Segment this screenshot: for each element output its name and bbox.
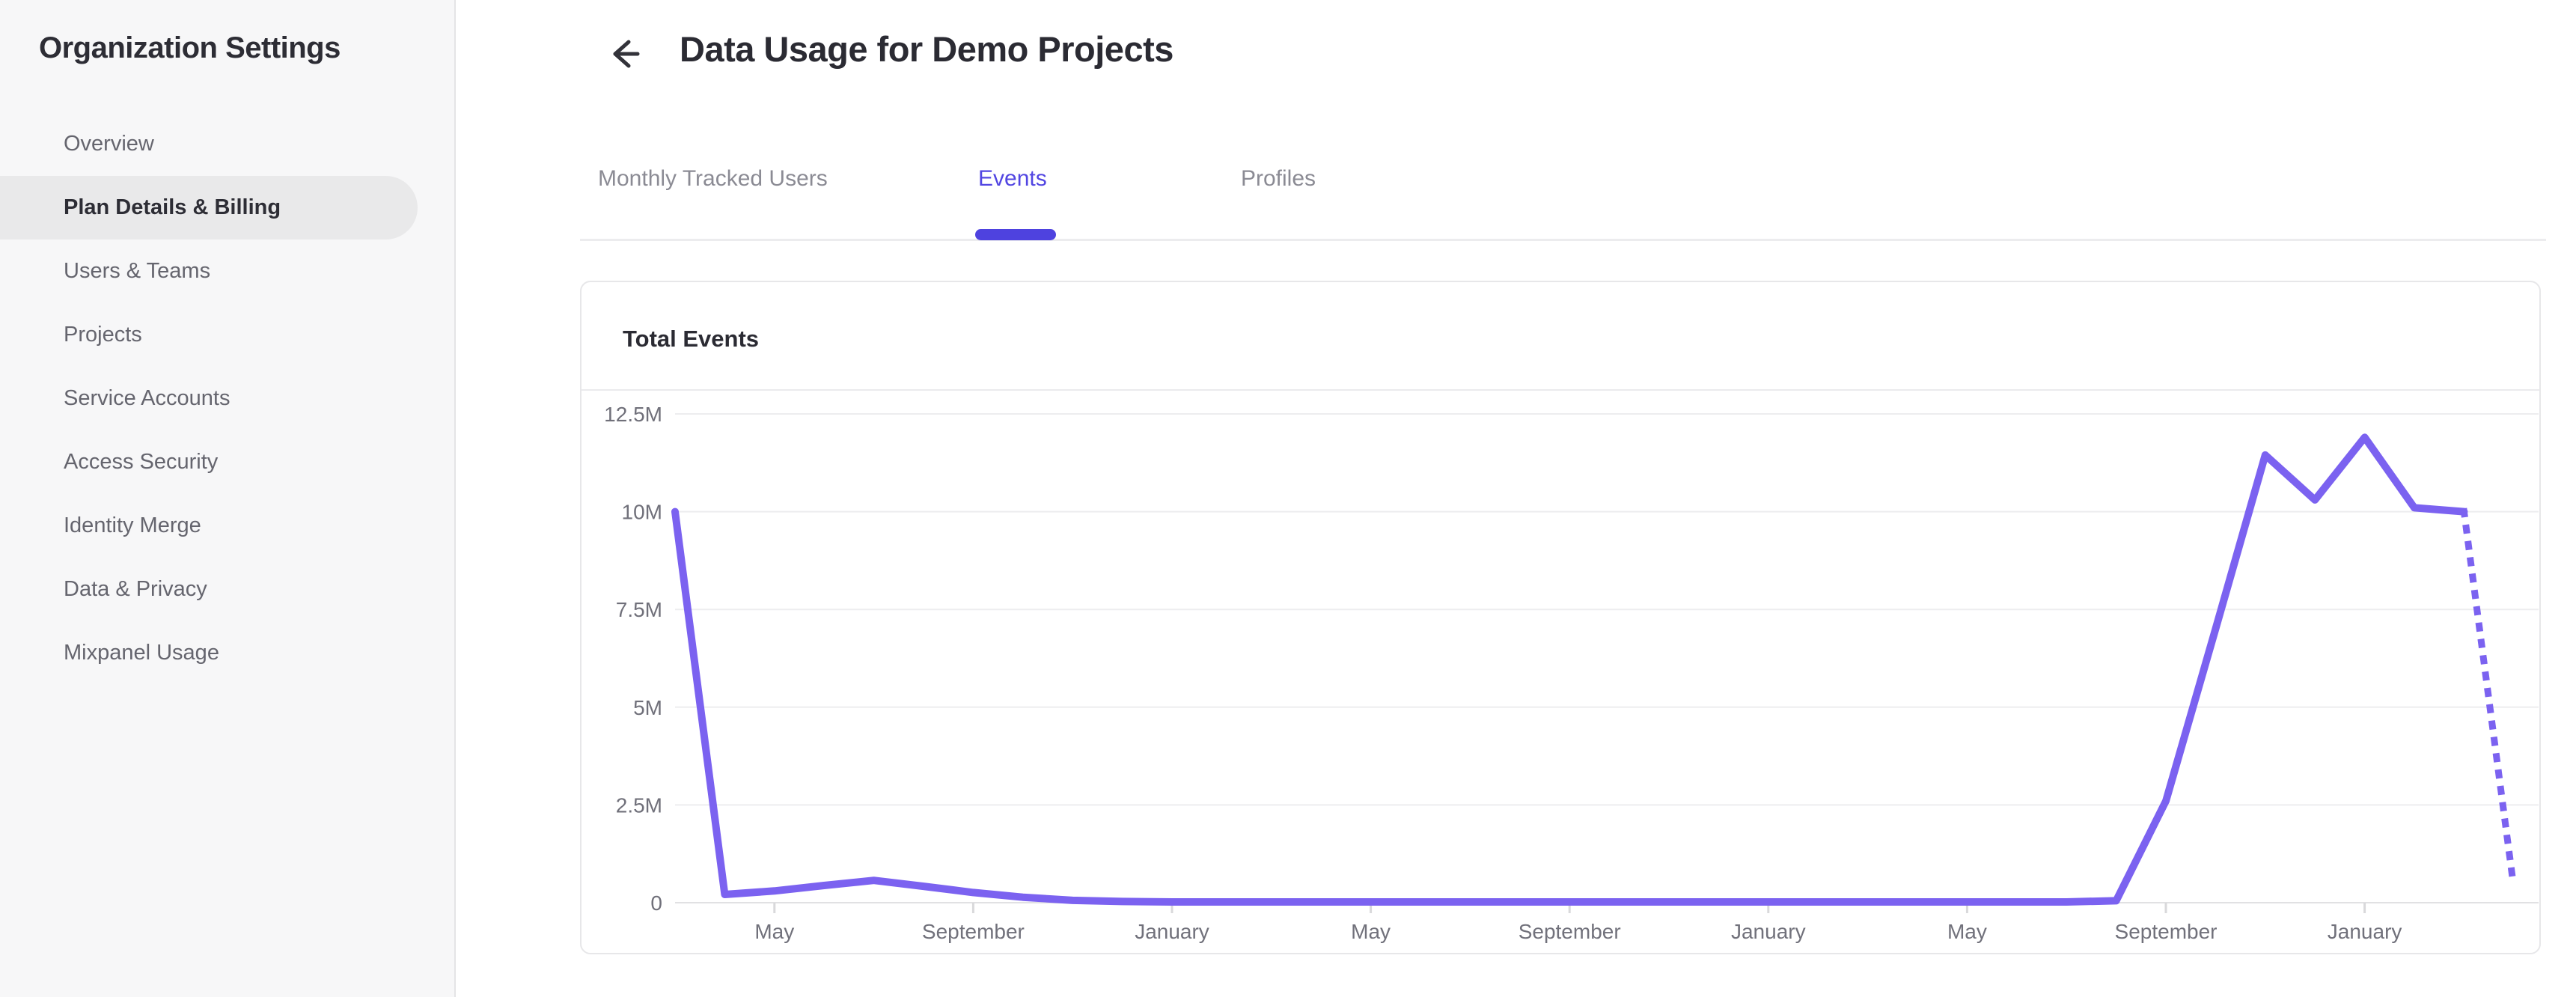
- sidebar-item-projects[interactable]: Projects: [0, 303, 418, 367]
- sidebar-item-label: Plan Details & Billing: [64, 195, 281, 219]
- x-axis-label: January: [1135, 920, 1209, 943]
- sidebar-item-access-security[interactable]: Access Security: [0, 430, 418, 494]
- sidebar-item-service-accounts[interactable]: Service Accounts: [0, 367, 418, 430]
- y-axis-label-10M: 10M: [622, 501, 662, 524]
- chart-title: Total Events: [623, 326, 760, 352]
- sidebar-item-label: Users & Teams: [64, 259, 211, 283]
- active-tab-underline-indicator: [975, 229, 1056, 240]
- x-axis-label: September: [1519, 920, 1621, 943]
- sidebar-item-label: Service Accounts: [64, 386, 231, 410]
- x-axis-label: May: [1947, 920, 1987, 943]
- sidebar-item-label: Mixpanel Usage: [64, 641, 219, 665]
- y-axis-label-2.5M: 2.5M: [616, 793, 662, 817]
- x-axis-label: May: [754, 920, 794, 943]
- sidebar-nav: Overview Plan Details & Billing Users & Te…: [0, 112, 456, 685]
- sidebar-item-overview[interactable]: Overview: [0, 112, 418, 176]
- sidebar-item-label: Projects: [64, 323, 142, 347]
- back-arrow-icon[interactable]: [603, 33, 645, 75]
- sidebar-item-data-privacy[interactable]: Data & Privacy: [0, 558, 418, 621]
- tabs-baseline: [580, 239, 2546, 241]
- total-events-card: Total Events 12.5M 10M 7.5M 5M 2.5M 0 May Septe…: [580, 281, 2541, 954]
- sidebar-item-label: Data & Privacy: [64, 577, 207, 601]
- x-axis-label: January: [1731, 920, 1806, 943]
- y-axis-label-0: 0: [650, 891, 662, 915]
- projected-dotted-segment: [2460, 507, 2518, 891]
- sidebar-item-mixpanel-usage[interactable]: Mixpanel Usage: [0, 621, 418, 685]
- x-axis-label: September: [2115, 920, 2218, 943]
- page-title: Data Usage for Demo Projects: [680, 29, 1173, 69]
- x-axis-label: May: [1351, 920, 1391, 943]
- sidebar-title: Organization Settings: [39, 31, 341, 64]
- total-events-line-chart: 12.5M 10M 7.5M 5M 2.5M 0 May September January Ma…: [604, 403, 2539, 943]
- y-axis-label-12.5M: 12.5M: [604, 403, 662, 426]
- sidebar-item-label: Overview: [64, 132, 154, 156]
- sidebar-item-plan-details-billing[interactable]: Plan Details & Billing: [0, 176, 418, 240]
- sidebar-item-label: Access Security: [64, 450, 219, 474]
- tab-profiles[interactable]: Profiles: [1241, 166, 1316, 191]
- x-axis-label: January: [2328, 920, 2402, 943]
- x-axis-label: September: [922, 920, 1025, 943]
- y-axis-label-5M: 5M: [633, 696, 662, 719]
- sidebar-item-users-teams[interactable]: Users & Teams: [0, 240, 418, 303]
- sidebar: Organization Settings Overview Plan Detai…: [0, 0, 456, 997]
- sidebar-item-identity-merge[interactable]: Identity Merge: [0, 494, 418, 558]
- total-events-series-line: [671, 433, 2468, 906]
- card-divider: [582, 389, 2539, 391]
- y-axis-label-7.5M: 7.5M: [616, 598, 662, 621]
- tab-events[interactable]: Events: [978, 166, 1047, 191]
- sidebar-item-label: Identity Merge: [64, 513, 201, 537]
- tab-monthly-tracked-users[interactable]: Monthly Tracked Users: [598, 166, 828, 191]
